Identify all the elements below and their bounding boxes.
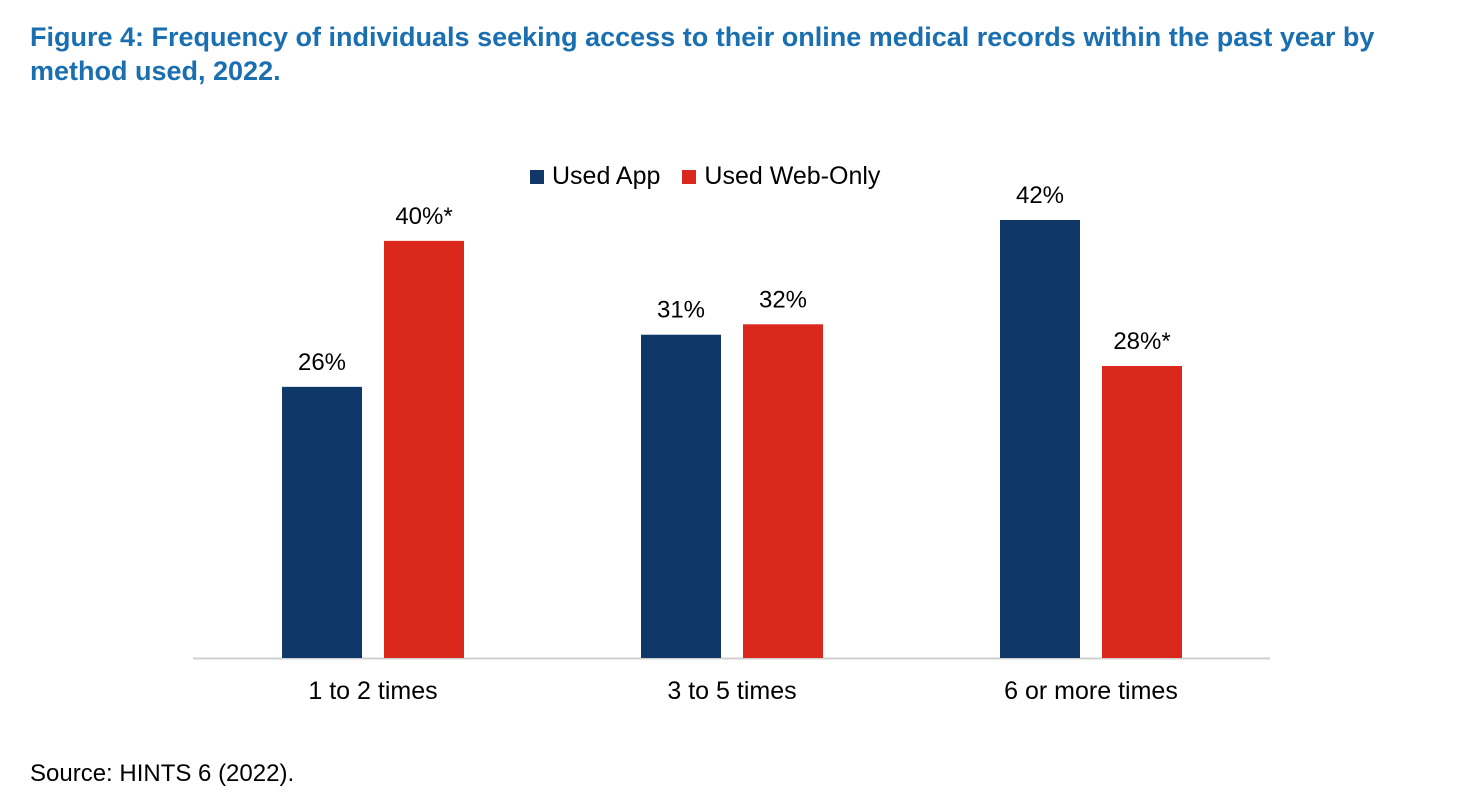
bar-web-3 (1102, 366, 1182, 658)
bar-web-1 (384, 240, 464, 658)
legend-label-web: Used Web-Only (704, 162, 881, 190)
data-label: 42% (1016, 182, 1064, 209)
source-note: Source: HINTS 6 (2022). (30, 760, 295, 787)
data-label: 40%* (395, 203, 452, 230)
x-tick-label: 1 to 2 times (308, 677, 437, 705)
legend-swatch-app (530, 169, 544, 184)
data-label: 31% (657, 297, 705, 324)
legend: Used App Used Web-Only (530, 162, 880, 191)
data-label: 26% (298, 349, 346, 376)
x-tick-label: 3 to 5 times (667, 677, 796, 705)
legend-item-web: Used Web-Only (682, 162, 880, 191)
bar-app-1 (282, 386, 362, 658)
bar-web-2 (743, 324, 823, 658)
bar-app-2 (641, 334, 721, 658)
bar-app-3 (1000, 220, 1080, 658)
data-label: 32% (759, 286, 807, 313)
legend-label-app: Used App (552, 162, 661, 190)
x-tick-label: 6 or more times (1004, 677, 1178, 705)
chart-title: Figure 4: Frequency of individuals seeki… (30, 22, 1375, 86)
legend-swatch-web (682, 169, 697, 184)
legend-item-app: Used App (530, 162, 660, 191)
data-label: 28%* (1113, 328, 1170, 355)
